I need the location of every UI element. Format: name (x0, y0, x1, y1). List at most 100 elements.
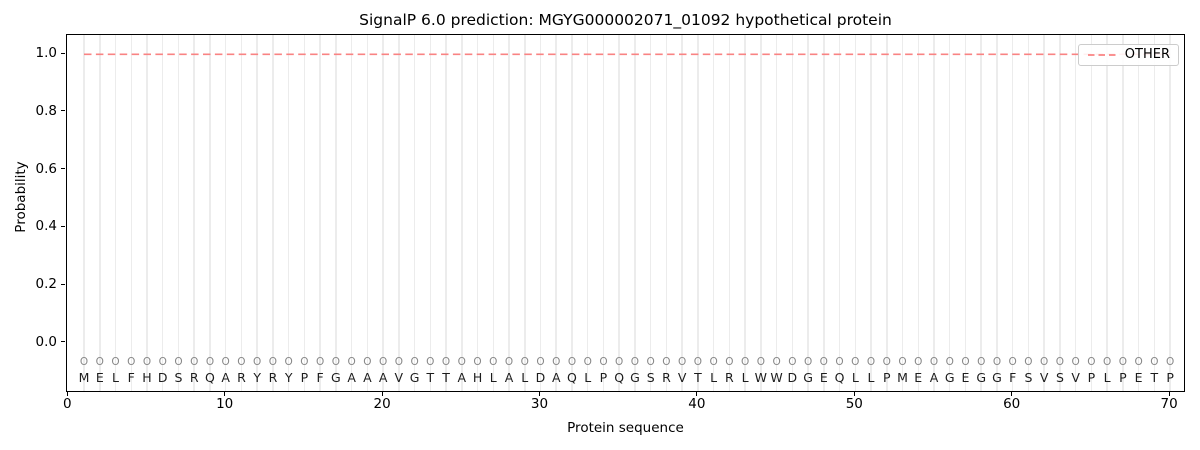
gridline (445, 35, 447, 391)
sequence-letter: L (1103, 370, 1111, 385)
sequence-letter: E (914, 370, 923, 385)
residue-marker: O (111, 356, 120, 368)
residue-marker: O (1055, 356, 1065, 368)
gridline (823, 35, 825, 391)
sequence-letter: E (961, 370, 970, 385)
residue-marker: O (347, 356, 356, 368)
gridline (964, 35, 967, 391)
residue-marker: O (803, 356, 813, 368)
y-tick-mark (61, 341, 65, 343)
residue-marker: O (646, 356, 655, 368)
sequence-letter: S (1024, 370, 1033, 385)
gridline (492, 35, 495, 391)
y-tick-mark (61, 168, 65, 170)
sequence-letter: T (1150, 370, 1159, 385)
gridline (1122, 35, 1124, 391)
gridline (303, 35, 306, 391)
residue-marker: O (363, 356, 372, 368)
gridline (1011, 35, 1014, 391)
x-tick-label: 0 (63, 396, 72, 412)
residue-marker: O (992, 356, 1002, 368)
sequence-letter: R (662, 370, 671, 385)
sequence-letter: S (174, 370, 183, 385)
x-tick-mark (539, 392, 540, 396)
residue-marker: O (253, 356, 262, 368)
sequence-letter: T (694, 370, 702, 385)
residue-marker: O (489, 356, 498, 368)
residue-marker: O (268, 356, 278, 368)
sequence-letter: T (442, 370, 450, 385)
sequence-letter: A (504, 370, 514, 385)
gridline (886, 35, 888, 391)
sequence-letter: D (157, 370, 168, 385)
residue-marker: O (599, 356, 608, 368)
sequence-letter: D (535, 370, 546, 385)
residue-marker: O (520, 356, 529, 368)
sequence-letter: R (268, 370, 278, 385)
gridline (398, 35, 400, 391)
sequence-letter: T (426, 370, 435, 385)
x-tick-mark (224, 392, 226, 396)
residue-marker: O (473, 356, 482, 368)
gridline (933, 35, 935, 391)
residue-marker: O (866, 356, 876, 368)
gridline (555, 35, 557, 391)
gridline (917, 35, 919, 391)
gridline (99, 35, 101, 391)
residue-marker: O (756, 356, 765, 368)
sequence-letter: V (1071, 370, 1080, 385)
gridline (712, 35, 715, 391)
gridline (1169, 35, 1171, 391)
sequence-letter: Y (253, 370, 261, 385)
residue-marker: O (851, 356, 860, 368)
residue-marker: O (740, 356, 750, 368)
x-tick-mark (1011, 392, 1013, 396)
x-axis-label: Protein sequence (567, 420, 684, 436)
residue-marker: O (929, 356, 939, 368)
sequence-letter: M (78, 370, 90, 385)
sequence-letter: Q (205, 370, 215, 385)
gridline (508, 35, 510, 391)
residue-marker: O (441, 356, 451, 368)
x-tick-label: 30 (530, 396, 549, 412)
residue-marker: O (1118, 356, 1127, 368)
sequence-letter: F (127, 370, 135, 385)
sequence-letter: L (741, 370, 749, 385)
y-tick-label: 0.2 (35, 276, 57, 293)
sequence-letter: A (378, 370, 388, 385)
residue-marker: O (394, 356, 403, 368)
sequence-letter: G (944, 370, 955, 385)
gridline (476, 35, 479, 391)
sequence-letter: G (976, 370, 987, 385)
gridline (870, 35, 872, 391)
residue-marker: O (914, 356, 923, 368)
sequence-letter: P (1087, 370, 1096, 385)
gridline (1090, 35, 1093, 391)
gridline (382, 35, 384, 391)
sequence-letter: P (1119, 370, 1127, 385)
gridline (287, 35, 290, 391)
gridline (744, 35, 746, 391)
x-tick-label: 40 (688, 396, 706, 412)
sequence-letter: Q (614, 370, 625, 385)
prediction-line-layer (84, 53, 1171, 56)
gridline (791, 35, 794, 391)
residue-marker: O (1102, 356, 1112, 368)
residue-marker: O (725, 356, 734, 368)
sequence-letter: Y (284, 370, 293, 385)
sequence-letter: F (1009, 370, 1017, 385)
legend-dash-sample-icon (1087, 54, 1116, 56)
y-tick-mark (61, 283, 65, 285)
sequence-letter: P (1166, 370, 1174, 385)
gridline (807, 35, 809, 391)
gridline (728, 35, 731, 391)
gridline (1059, 35, 1061, 391)
legend: OTHER (1077, 44, 1179, 66)
sequence-letter: L (851, 370, 859, 385)
residue-marker: O (190, 356, 199, 368)
sequence-letter: E (819, 370, 828, 385)
sequence-letter: E (95, 370, 104, 385)
gridline (665, 35, 668, 391)
residue-marker: O (678, 356, 687, 368)
